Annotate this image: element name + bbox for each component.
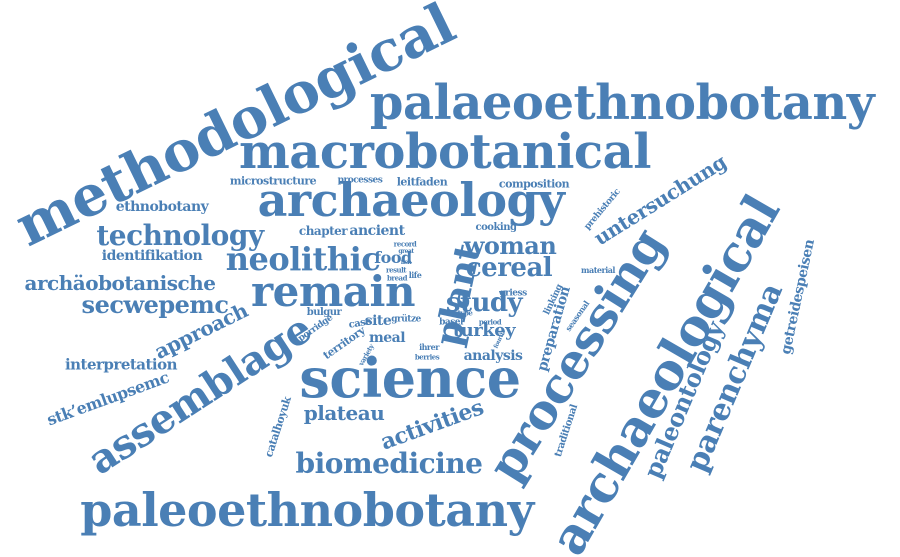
cloud-word: life: [408, 270, 422, 280]
cloud-word: macrobotanical: [239, 124, 651, 180]
cloud-word: turkey: [452, 320, 516, 341]
cloud-word: material: [581, 265, 615, 275]
cloud-word: processes: [337, 175, 383, 186]
cloud-word: catalhoyuk: [262, 395, 294, 459]
cloud-word: bread: [387, 273, 407, 283]
cloud-word: woman: [463, 231, 557, 260]
cloud-word: ethnobotany: [115, 199, 209, 215]
cloud-word: chapter: [298, 224, 348, 238]
cloud-word: archäobotanische: [24, 271, 216, 295]
cloud-word: type: [457, 308, 473, 318]
cloud-word: plateau: [303, 401, 385, 425]
cloud-word: basel: [439, 317, 463, 328]
cloud-word: technology: [96, 219, 264, 252]
cloud-word: biomedicine: [295, 447, 483, 480]
cloud-word: cooking: [475, 222, 517, 233]
cloud-word: leitfaden: [396, 175, 448, 189]
cloud-word: record: [393, 239, 417, 249]
cloud-word: interpretation: [64, 355, 178, 374]
cloud-word: identifikation: [101, 248, 203, 264]
cloud-word: ancient: [349, 223, 405, 239]
cloud-word: meal: [368, 330, 406, 346]
cloud-word: great: [398, 248, 414, 255]
cloud-word: study: [445, 288, 523, 318]
cloud-word: science: [299, 346, 521, 410]
cloud-word: paleoethnobotany: [80, 483, 534, 537]
cloud-word: grütze: [391, 314, 421, 325]
cloud-word: site: [364, 313, 392, 329]
cloud-word: griess: [499, 288, 527, 299]
cloud-word: ihrer: [419, 342, 439, 352]
cloud-word: secwepemc: [81, 290, 229, 319]
cloud-word: period: [478, 317, 502, 327]
cloud-word: food: [374, 248, 412, 267]
cloud-word: result: [385, 265, 407, 275]
cloud-word: fish: [400, 259, 412, 266]
cloud-word: palaeoethnobotany: [369, 75, 875, 131]
cloud-word: analysis: [463, 348, 523, 364]
cloud-word: berries: [414, 352, 440, 362]
cloud-word: composition: [498, 177, 570, 191]
cloud-word: bulgur: [306, 307, 342, 318]
cloud-word: cereal: [465, 253, 553, 283]
cloud-word: archaeology: [257, 173, 565, 227]
cloud-word: remain: [251, 267, 416, 316]
cloud-word: neolithic: [225, 240, 381, 278]
cloud-word: microstructure: [229, 174, 317, 188]
